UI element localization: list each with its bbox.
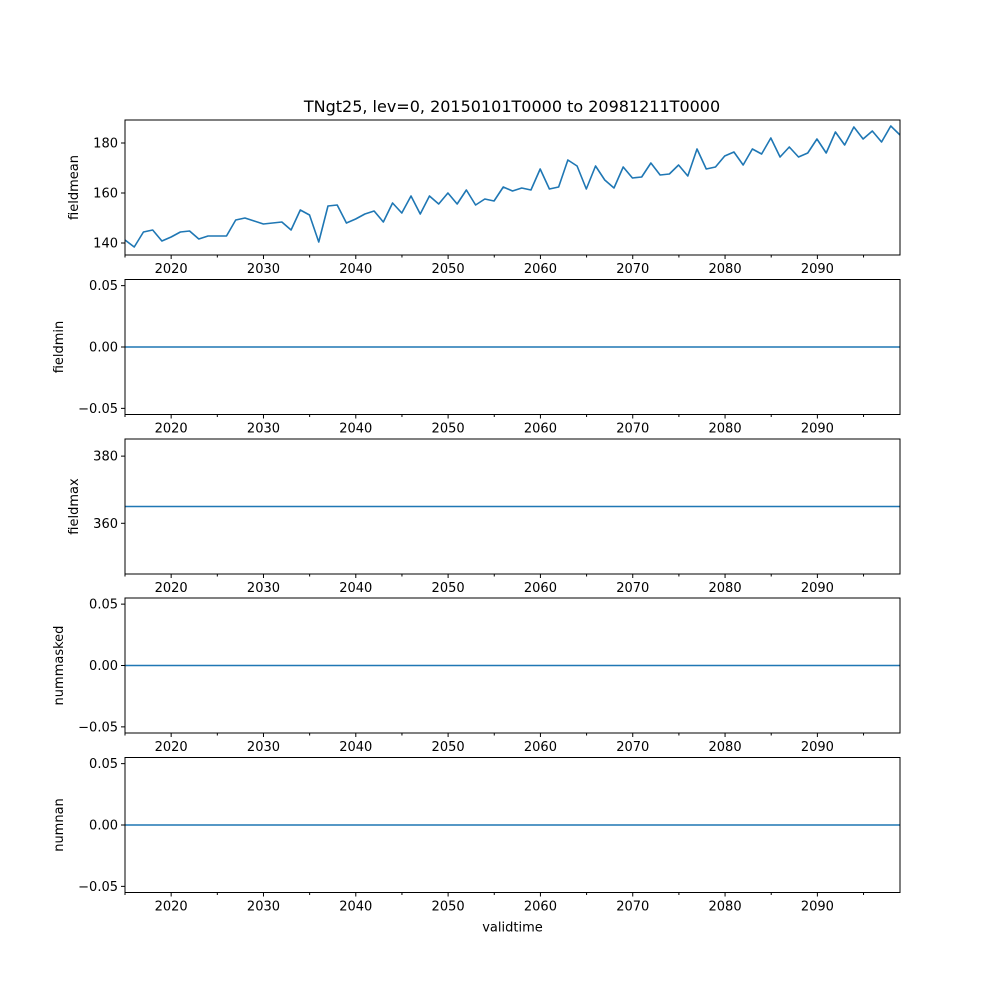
y-tick-label: 0.00 — [89, 341, 118, 356]
y-tick-label: −0.05 — [78, 880, 118, 895]
axes-frame-fieldmean — [124, 119, 901, 256]
x-tick-label: 2030 — [247, 900, 280, 915]
x-tick-label: 2080 — [709, 422, 742, 437]
y-tick-label: 160 — [93, 187, 118, 202]
x-tick-label: 2070 — [616, 900, 649, 915]
x-tick-label: 2040 — [339, 740, 372, 755]
y-tick-label: −0.05 — [78, 720, 118, 735]
x-tick-label: 2070 — [616, 422, 649, 437]
x-tick-label: 2030 — [247, 581, 280, 596]
x-tick-label: 2060 — [524, 262, 557, 277]
x-axis-label: validtime — [482, 921, 543, 936]
x-tick-label: 2080 — [709, 581, 742, 596]
y-tick-label: 0.00 — [89, 659, 118, 674]
x-tick-label: 2020 — [155, 422, 188, 437]
x-tick-label: 2040 — [339, 900, 372, 915]
x-tick-label: 2050 — [432, 422, 465, 437]
y-tick-label: 360 — [93, 517, 118, 532]
x-tick-label: 2080 — [709, 262, 742, 277]
y-axis-label: fieldmin — [52, 321, 67, 374]
x-tick-label: 2070 — [616, 262, 649, 277]
y-tick-label: 140 — [93, 237, 118, 252]
x-tick-label: 2020 — [155, 581, 188, 596]
y-tick-label: −0.05 — [78, 402, 118, 417]
x-tick-label: 2090 — [801, 581, 834, 596]
x-tick-label: 2050 — [432, 262, 465, 277]
y-tick-label: 180 — [93, 137, 118, 152]
y-axis-label: fieldmean — [67, 155, 82, 220]
y-axis-label: nummasked — [52, 626, 67, 706]
x-tick-label: 2050 — [432, 581, 465, 596]
x-tick-label: 2040 — [339, 422, 372, 437]
y-tick-label: 0.00 — [89, 819, 118, 834]
y-axis-label: numnan — [52, 798, 67, 852]
x-tick-label: 2070 — [616, 581, 649, 596]
x-tick-label: 2040 — [339, 581, 372, 596]
x-tick-label: 2090 — [801, 422, 834, 437]
y-tick-label: 380 — [93, 450, 118, 465]
x-tick-label: 2020 — [155, 900, 188, 915]
x-tick-label: 2030 — [247, 740, 280, 755]
x-tick-label: 2030 — [247, 422, 280, 437]
series-line-fieldmean — [124, 125, 901, 248]
x-tick-label: 2060 — [524, 422, 557, 437]
x-tick-label: 2020 — [155, 262, 188, 277]
x-tick-label: 2040 — [339, 262, 372, 277]
x-tick-label: 2060 — [524, 740, 557, 755]
y-axis-label: fieldmax — [67, 478, 82, 535]
x-tick-label: 2060 — [524, 581, 557, 596]
y-tick-label: 0.05 — [89, 598, 118, 613]
chart-title: TNgt25, lev=0, 20150101T0000 to 20981211… — [303, 97, 720, 116]
x-tick-label: 2080 — [709, 900, 742, 915]
x-tick-label: 2050 — [432, 740, 465, 755]
x-tick-label: 2020 — [155, 740, 188, 755]
x-tick-label: 2060 — [524, 900, 557, 915]
axes-frame-fieldmax — [124, 438, 901, 575]
x-tick-label: 2080 — [709, 740, 742, 755]
x-tick-label: 2030 — [247, 262, 280, 277]
y-tick-label: 0.05 — [89, 757, 118, 772]
x-tick-label: 2090 — [801, 900, 834, 915]
x-tick-label: 2070 — [616, 740, 649, 755]
y-tick-label: 0.05 — [89, 279, 118, 294]
x-tick-label: 2050 — [432, 900, 465, 915]
x-tick-label: 2090 — [801, 740, 834, 755]
x-tick-label: 2090 — [801, 262, 834, 277]
